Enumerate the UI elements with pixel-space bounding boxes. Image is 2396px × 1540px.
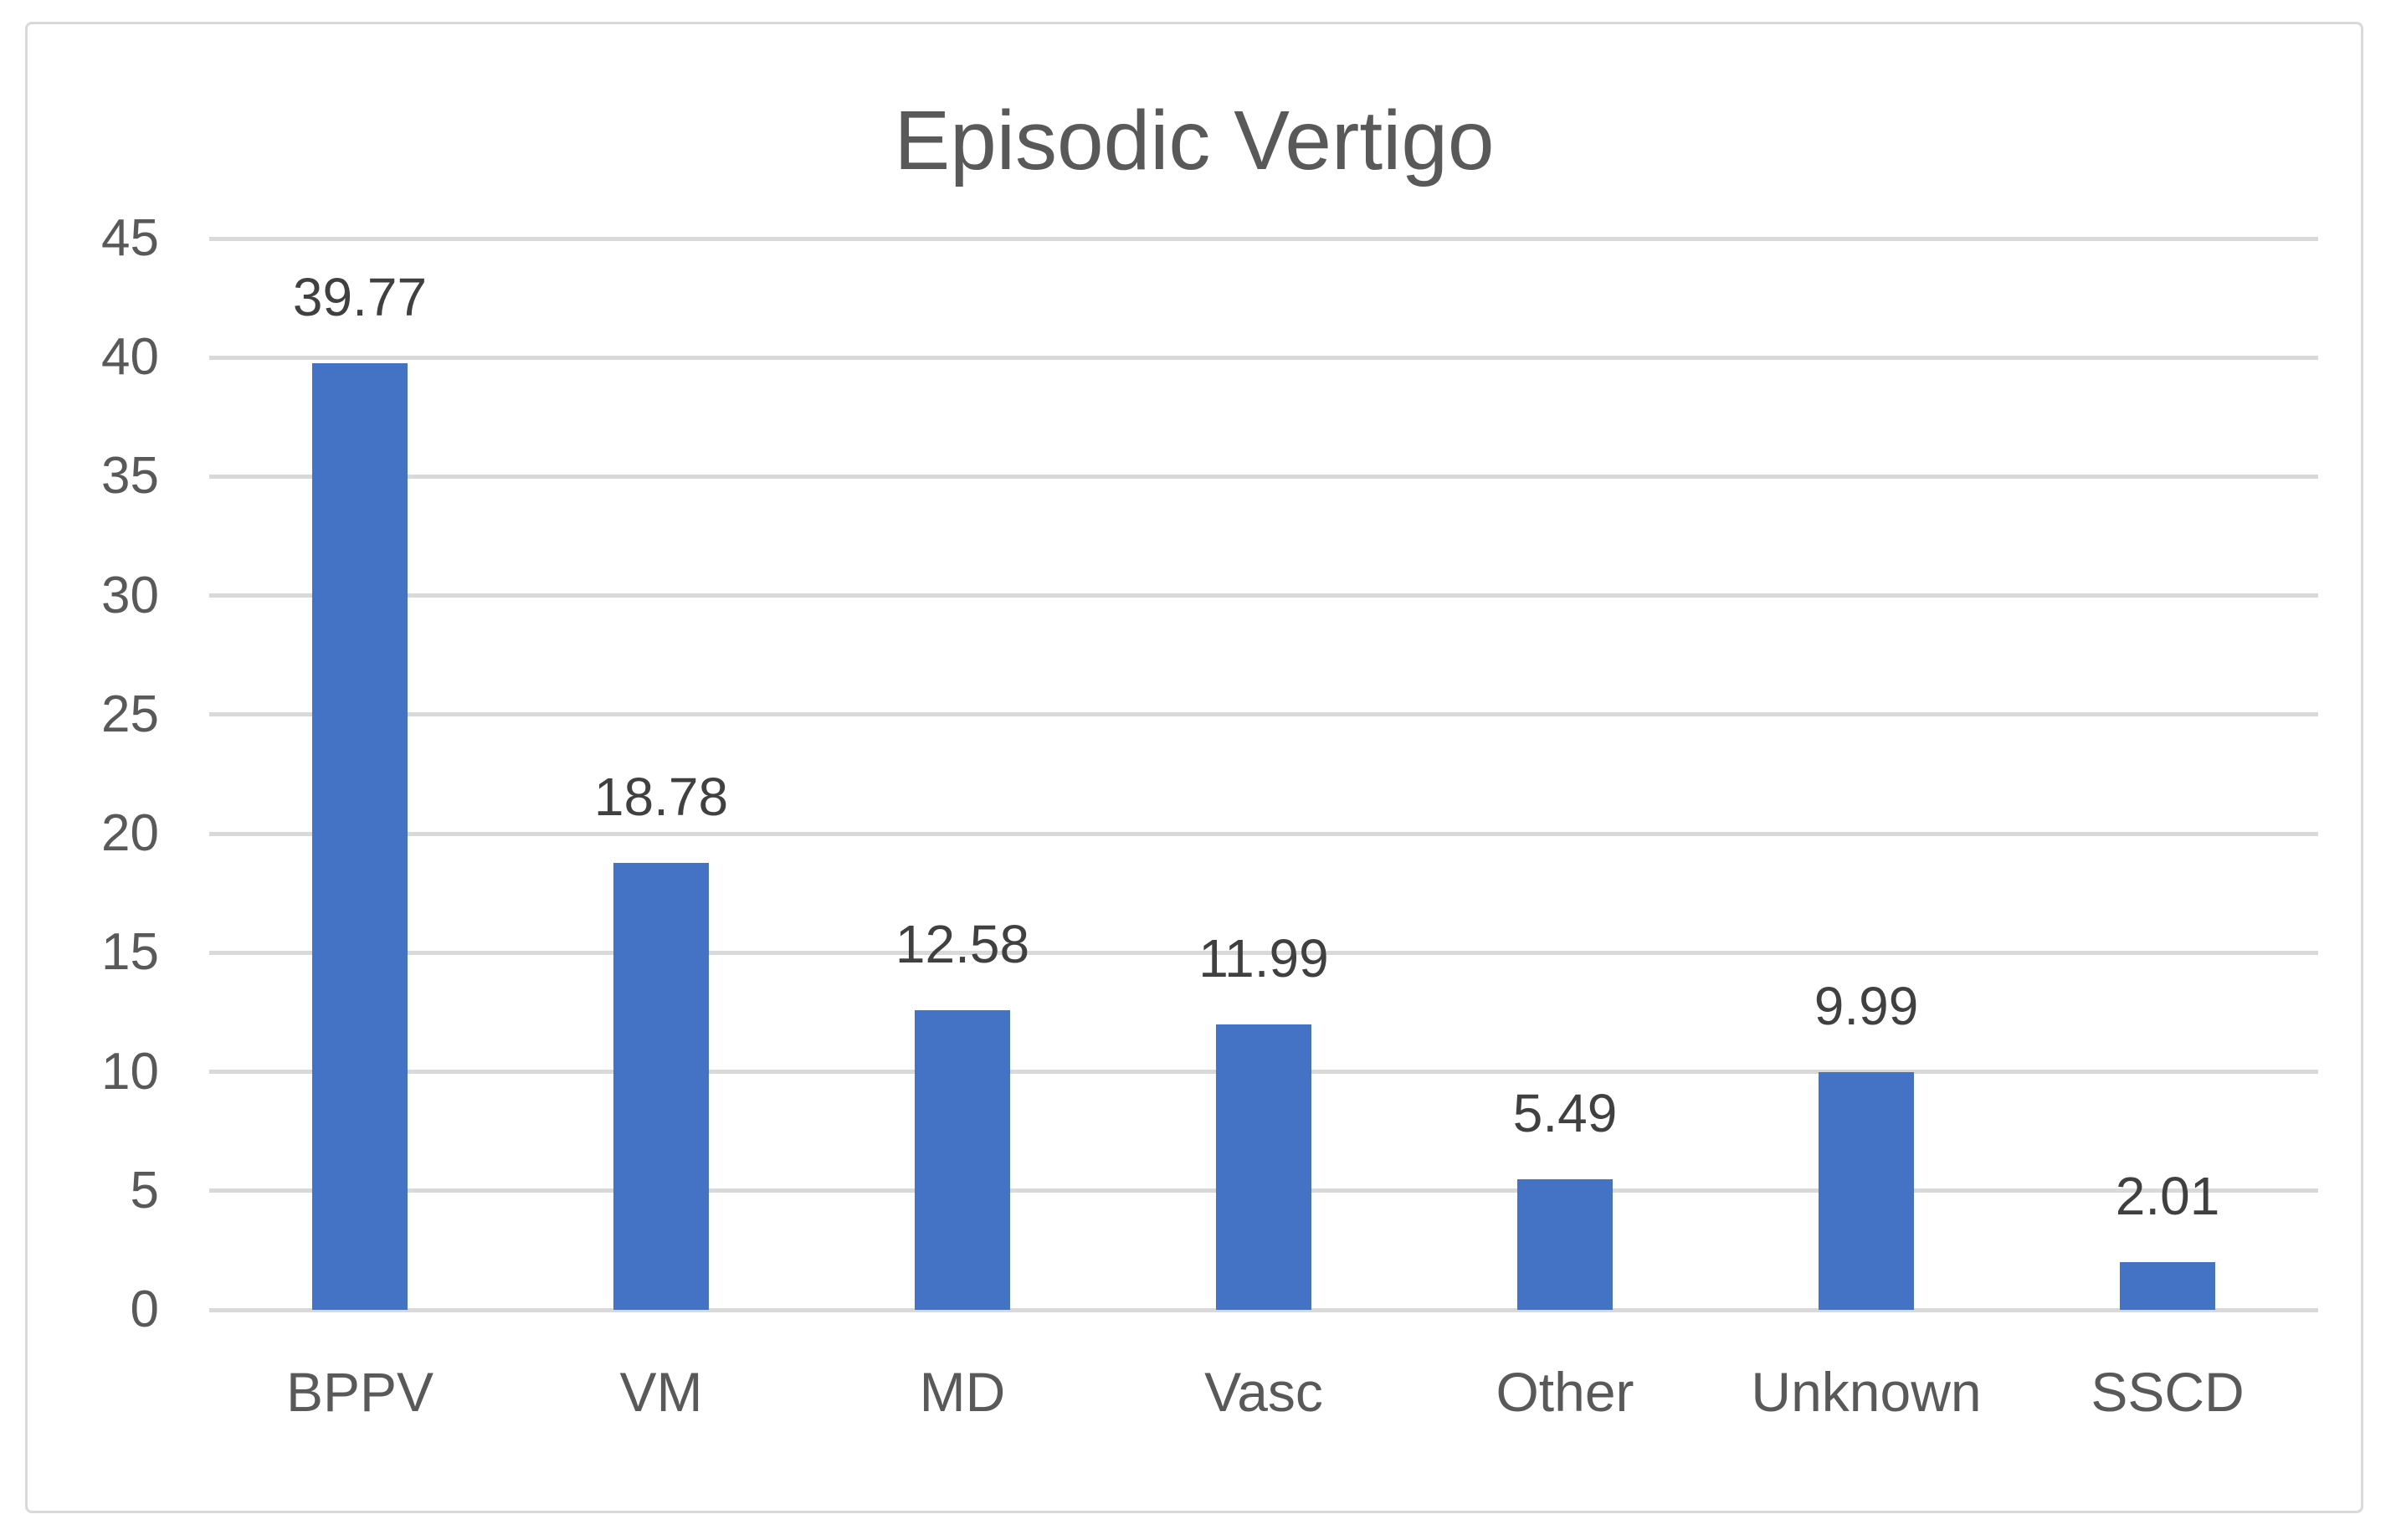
bar-other <box>1517 1178 1613 1310</box>
y-axis-tick-label: 0 <box>130 1281 159 1338</box>
y-axis-tick-label: 35 <box>101 447 159 506</box>
y-axis-tick-label: 10 <box>101 1042 159 1101</box>
gridline <box>209 474 2318 479</box>
bar-unknown <box>1819 1071 1914 1310</box>
bar-value-label: 18.78 <box>593 766 729 827</box>
bar-sscd <box>2120 1261 2215 1310</box>
x-axis-category-label: VM <box>619 1361 703 1423</box>
gridline <box>209 236 2318 241</box>
gridline <box>209 712 2318 717</box>
x-axis-category-label: MD <box>919 1361 1006 1423</box>
x-axis-line <box>209 1307 2318 1312</box>
y-axis-tick-label: 40 <box>101 328 159 387</box>
gridline <box>209 593 2318 598</box>
x-axis-category-label: SSCD <box>2091 1361 2245 1423</box>
x-axis-category-label: Vasc <box>1204 1361 1323 1423</box>
y-axis-tick-label: 15 <box>101 923 159 982</box>
y-axis-tick-label: 45 <box>101 209 159 267</box>
bar-vasc <box>1216 1024 1311 1310</box>
y-axis-tick-label: 30 <box>101 566 159 624</box>
chart-frame <box>25 22 2363 1513</box>
x-axis-category-label: Unknown <box>1751 1361 1982 1423</box>
y-axis-tick-label: 5 <box>130 1161 159 1219</box>
y-axis-tick-label: 25 <box>101 685 159 743</box>
gridline <box>209 355 2318 360</box>
bar-value-label: 39.77 <box>292 266 428 327</box>
y-axis-tick-label: 20 <box>101 804 159 863</box>
bar-bppv <box>312 362 408 1310</box>
x-axis-category-label: Other <box>1496 1361 1634 1423</box>
gridline <box>209 831 2318 836</box>
bar-value-label: 12.58 <box>895 914 1030 975</box>
bar-value-label: 2.01 <box>2115 1165 2220 1226</box>
bar-value-label: 9.99 <box>1814 975 1919 1036</box>
bar-vm <box>613 862 709 1310</box>
bar-value-label: 11.99 <box>1198 927 1329 988</box>
chart-title: Episodic Vertigo <box>894 94 1495 187</box>
bar-md <box>915 1010 1010 1310</box>
gridline <box>209 950 2318 955</box>
bar-value-label: 5.49 <box>1512 1082 1618 1143</box>
x-axis-category-label: BPPV <box>285 1361 434 1423</box>
